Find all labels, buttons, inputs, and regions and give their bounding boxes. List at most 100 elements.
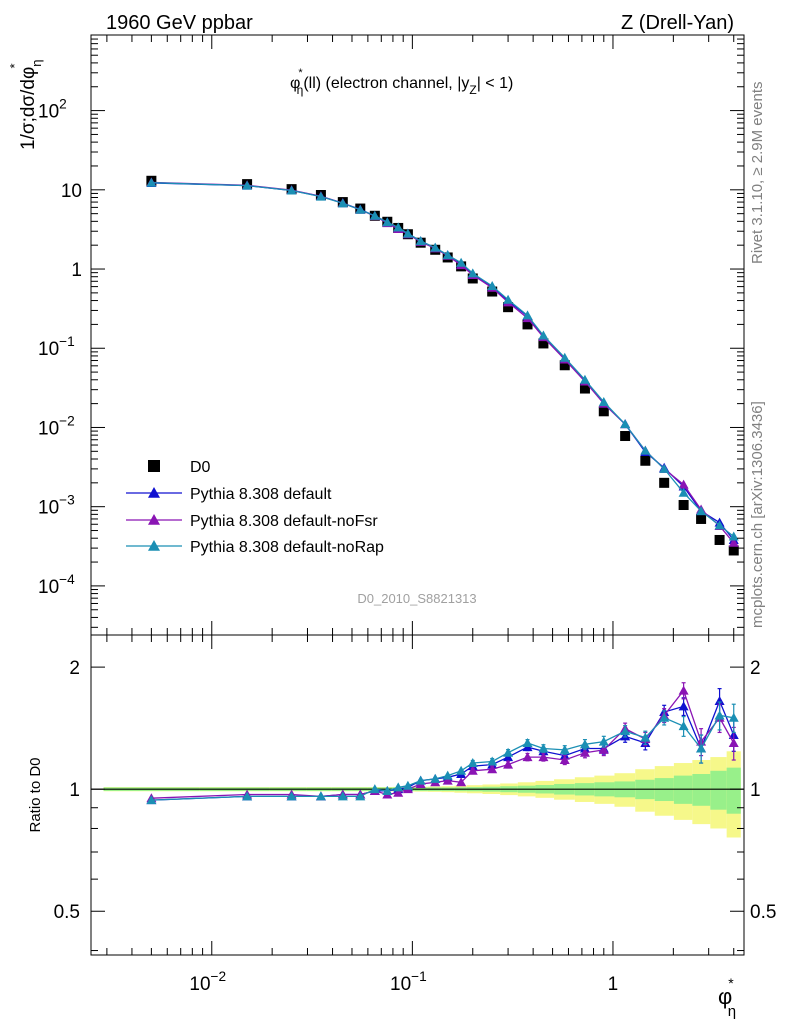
legend-label: D0 bbox=[190, 459, 211, 476]
ratio-point-mc2 bbox=[503, 747, 514, 757]
ratio-point-mc1 bbox=[393, 787, 404, 797]
data-point-d0 bbox=[659, 477, 670, 488]
ratio-point-mc2 bbox=[146, 795, 157, 805]
data-point-mc3 bbox=[286, 185, 297, 195]
data-point-mc3 bbox=[538, 330, 549, 340]
ratio-point-mc2 bbox=[430, 773, 441, 783]
series-line-3 bbox=[151, 182, 735, 538]
ratio-point-mc1 bbox=[559, 755, 570, 765]
title-z: Z bbox=[469, 83, 476, 97]
y-tick-label-base: 10 bbox=[61, 181, 82, 202]
legend-label: Pythia 8.308 default bbox=[190, 486, 332, 503]
title-phi: φ bbox=[290, 75, 300, 92]
svg-text:Ratio to D0: Ratio to D0 bbox=[27, 757, 44, 832]
legend-label: Pythia 8.308 default-noFsr bbox=[190, 513, 378, 530]
legend-marker-d0 bbox=[148, 460, 160, 472]
main-series-group bbox=[146, 175, 739, 556]
ratio-point-mc2 bbox=[522, 737, 533, 747]
ratio-point-mc1 bbox=[728, 737, 739, 747]
data-point-mc3 bbox=[559, 352, 570, 362]
y-tick-label-exp: −4 bbox=[59, 572, 75, 587]
ratio-point-mc2 bbox=[640, 732, 651, 742]
data-point-mc3 bbox=[415, 236, 426, 246]
x-tick-label-exp: −2 bbox=[211, 969, 227, 984]
data-point-mc3 bbox=[522, 310, 533, 320]
main-plot-frame bbox=[90, 34, 745, 636]
ratio-point-mc1 bbox=[522, 752, 533, 762]
axis-ticks bbox=[91, 34, 744, 955]
y-tick-label-base: 10 bbox=[38, 339, 59, 360]
x-tick-label-base: 10 bbox=[390, 974, 411, 995]
y-tick-label: 10−1 bbox=[38, 334, 75, 360]
data-point-d0 bbox=[714, 534, 725, 545]
ratio-y-tick-right: 0.5 bbox=[750, 902, 776, 923]
ratio-point-mc1 bbox=[579, 747, 590, 757]
data-point-mc3 bbox=[442, 250, 453, 260]
ratio-plot-frame bbox=[90, 634, 745, 956]
data-point-d0 bbox=[640, 455, 651, 466]
y-tick-label-exp: −3 bbox=[59, 493, 75, 508]
y-tick-label-base: 10 bbox=[38, 418, 59, 439]
data-point-d0 bbox=[696, 513, 707, 524]
data-point-mc2 bbox=[678, 479, 689, 489]
data-point-d0 bbox=[579, 383, 590, 394]
data-point-mc3 bbox=[337, 198, 348, 208]
ratio-point-mc2 bbox=[538, 743, 549, 753]
ratio-y-tick-left: 0.5 bbox=[54, 902, 80, 923]
y-tick-label-exp: 2 bbox=[59, 97, 67, 112]
data-point-mc3 bbox=[355, 204, 366, 214]
ratio-point-mc2 bbox=[487, 756, 498, 766]
data-point-mc3 bbox=[430, 242, 441, 252]
main-ylabel: 1/σ;dσ/dφη * bbox=[7, 59, 44, 150]
data-point-mc3 bbox=[728, 531, 739, 541]
data-point-d0 bbox=[503, 302, 514, 313]
data-point-mc3 bbox=[659, 463, 670, 473]
data-point-mc3 bbox=[503, 294, 514, 304]
y-tick-label-exp: −1 bbox=[59, 334, 75, 349]
svg-text:mcplots.cern.ch [arXiv:1306.34: mcplots.cern.ch [arXiv:1306.3436] bbox=[749, 401, 766, 628]
ratio-point-mc0 bbox=[678, 701, 689, 711]
xlabel: φ* η bbox=[718, 975, 736, 1020]
ratio-point-mc1 bbox=[442, 775, 453, 785]
y-tick-label: 10 bbox=[61, 181, 82, 202]
x-tick-label: 10−2 bbox=[189, 969, 226, 995]
data-point-mc3 bbox=[620, 419, 631, 429]
data-point-mc3 bbox=[678, 487, 689, 497]
y-tick-label-base: 1 bbox=[71, 260, 82, 281]
data-point-mc3 bbox=[487, 281, 498, 291]
ratio-point-mc2 bbox=[355, 791, 366, 801]
data-point-d0 bbox=[522, 319, 533, 330]
legend-marker-mc bbox=[148, 487, 160, 498]
data-point-mc3 bbox=[393, 222, 404, 232]
ratio-point-mc0 bbox=[714, 695, 725, 705]
ratio-point-mc2 bbox=[659, 712, 670, 722]
ratio-y-tick-left: 2 bbox=[69, 658, 80, 679]
data-point-d0 bbox=[620, 431, 631, 442]
ratio-point-mc1 bbox=[467, 765, 478, 775]
x-tick-label: 1 bbox=[608, 974, 619, 995]
data-point-mc3 bbox=[467, 268, 478, 278]
header-left: 1960 GeV ppbar bbox=[106, 12, 253, 34]
ratio-point-mc2 bbox=[442, 770, 453, 780]
ratio-point-mc1 bbox=[503, 759, 514, 769]
ratio-point-mc2 bbox=[467, 758, 478, 768]
data-point-d0 bbox=[728, 545, 739, 556]
y-tick-label: 1 bbox=[71, 260, 82, 281]
ratio-point-mc2 bbox=[678, 721, 689, 731]
data-point-mc3 bbox=[402, 228, 413, 238]
legend-marker-mc bbox=[148, 514, 160, 525]
ratio-y-tick-right: 1 bbox=[750, 780, 761, 801]
y-tick-label-base: 10 bbox=[38, 498, 59, 519]
svg-text:1/σ;dσ/dφη*: 1/σ;dσ/dφη * bbox=[7, 59, 44, 150]
ratio-point-mc2 bbox=[393, 782, 404, 792]
band-inner-bin bbox=[692, 773, 711, 806]
xlabel-star: * bbox=[728, 975, 734, 991]
data-point-mc3 bbox=[146, 177, 157, 187]
y-tick-label-base: 10 bbox=[38, 577, 59, 598]
ratio-point-mc2 bbox=[598, 736, 609, 746]
svg-text:Rivet 3.1.10, ≥ 2.9M events: Rivet 3.1.10, ≥ 2.9M events bbox=[749, 82, 766, 265]
mcplots-label: mcplots.cern.ch [arXiv:1306.3436] bbox=[749, 401, 766, 628]
data-point-mc3 bbox=[242, 180, 253, 190]
band-inner-bin bbox=[710, 770, 727, 810]
